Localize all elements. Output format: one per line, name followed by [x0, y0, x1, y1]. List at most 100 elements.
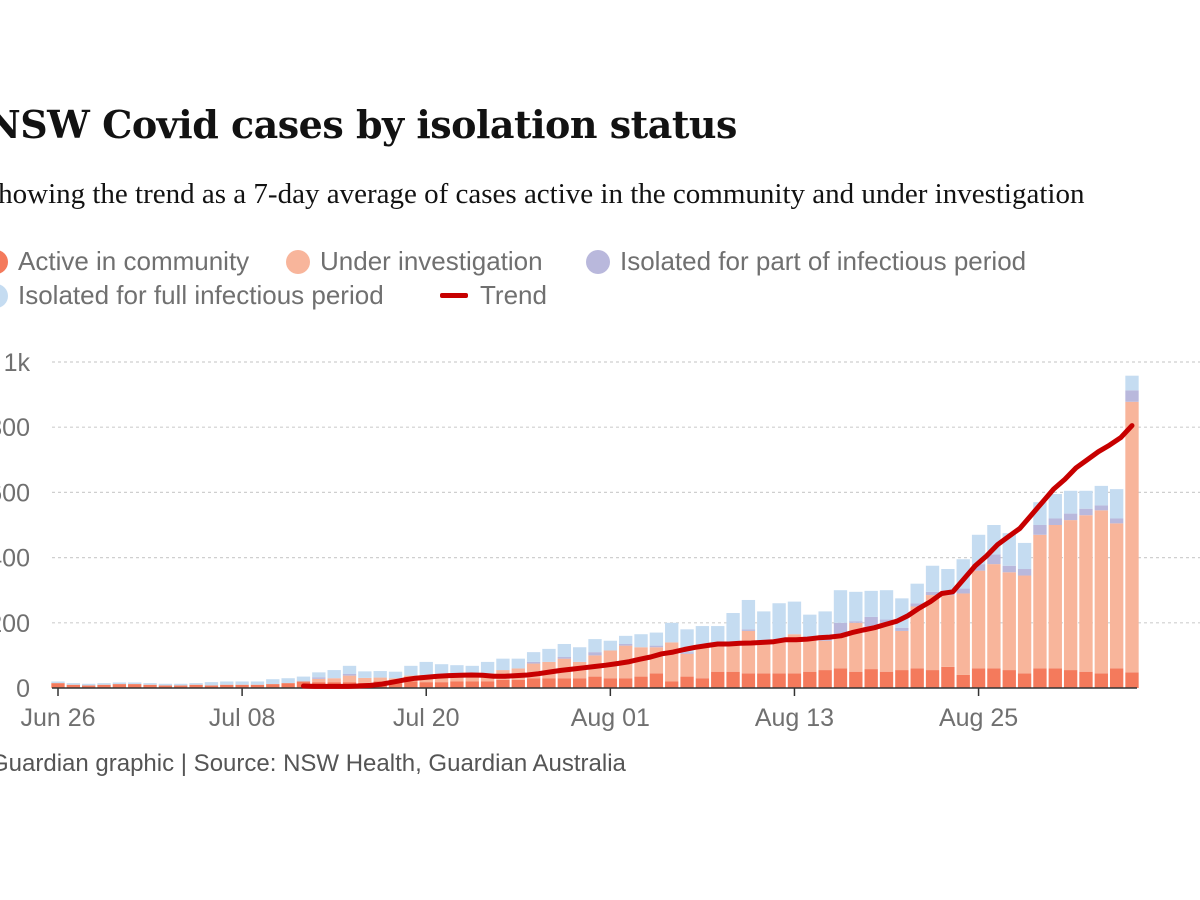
bar-segment — [864, 590, 878, 617]
bar-segment — [588, 639, 602, 653]
legend-swatch-isolated-full — [0, 283, 8, 308]
bar-segment — [849, 591, 863, 622]
bar-segment — [358, 671, 372, 678]
bar-segment — [66, 683, 81, 685]
bar-segment — [419, 682, 433, 688]
bar-segment — [235, 681, 249, 685]
chart-title: NSW Covid cases by isolation status — [0, 102, 737, 147]
bar-segment — [1002, 670, 1016, 688]
bar-segment — [741, 629, 756, 631]
bar-segment — [312, 677, 326, 679]
bar-segment — [588, 676, 602, 688]
bar-segment — [496, 679, 510, 688]
bar-segment — [465, 665, 479, 676]
bar-segment — [97, 684, 111, 688]
bar-segment — [726, 613, 740, 646]
bar-segment — [1125, 672, 1139, 688]
bar-segment — [634, 647, 648, 677]
bar-segment — [97, 683, 111, 685]
bar-segment — [342, 675, 357, 683]
bar-segment — [1033, 525, 1047, 535]
bar-segment — [895, 670, 909, 688]
bar-segment — [1063, 490, 1078, 514]
legend-swatch-active-in-community — [0, 249, 8, 274]
legend-item-under-investigation: Under investigation — [286, 246, 543, 277]
bar-segment — [956, 588, 970, 594]
bar-segment — [971, 564, 986, 571]
bar-segment — [879, 671, 894, 688]
bar-segment — [649, 645, 664, 648]
bar-segment — [557, 678, 571, 688]
bar-segment — [1017, 569, 1032, 576]
bar-segment — [1079, 508, 1093, 516]
bar-segment — [480, 681, 495, 688]
bar-segment — [864, 626, 878, 670]
bar-segment — [741, 599, 756, 630]
bar-segment — [619, 635, 633, 644]
bar-segment — [450, 681, 464, 688]
bar-segment — [112, 682, 127, 685]
bar-segment — [526, 661, 541, 664]
bar-segment — [1109, 668, 1124, 688]
bar-segment — [526, 678, 541, 688]
bar-segment — [1109, 523, 1124, 669]
bar-segment — [82, 683, 96, 686]
bar-segment — [1033, 534, 1047, 669]
bar-segment — [833, 635, 848, 669]
bar-segment — [833, 668, 848, 688]
legend-item-isolated-full: Isolated for full infectious period — [0, 280, 384, 311]
bar-segment — [680, 653, 694, 677]
bar-segment — [342, 665, 357, 674]
bar-segment — [588, 652, 602, 656]
x-tick-label: Aug 13 — [755, 704, 834, 732]
bar-segment — [987, 564, 1001, 669]
bar-segment — [910, 668, 924, 688]
bar-segment — [419, 661, 433, 675]
y-tick-label: 600 — [0, 479, 30, 507]
legend-label-under-investigation: Under investigation — [320, 246, 543, 276]
bar-segment — [296, 676, 311, 682]
bar-segment — [910, 606, 924, 669]
bar-segment — [158, 685, 173, 688]
bar-segment — [711, 626, 725, 643]
bar-segment — [956, 674, 970, 688]
x-tick-label: Jul 08 — [209, 704, 276, 732]
bar-segment — [987, 668, 1001, 688]
bar-segment — [480, 661, 495, 674]
bar-segment — [971, 570, 986, 669]
y-tick-label: 0 — [16, 675, 30, 703]
bar-segment — [1109, 489, 1124, 519]
legend-label-isolated-full: Isolated for full infectious period — [18, 280, 384, 310]
bar-segment — [220, 681, 234, 685]
bar-segment — [128, 684, 142, 688]
bar-segment — [711, 645, 725, 672]
bar-segment — [1079, 490, 1093, 509]
bar-segment — [51, 683, 65, 688]
bar-segment — [1063, 670, 1078, 688]
legend-item-trend: Trend — [440, 280, 547, 311]
legend-label-isolated-part: Isolated for part of infectious period — [620, 246, 1027, 276]
bar-segment — [910, 583, 924, 604]
bar-segment — [557, 657, 571, 659]
chart-area: 0 200 400 600 800 1k Jun 26 Jul 08 Jul 20 Aug 01 A… — [0, 330, 1200, 740]
bar-segment — [1109, 518, 1124, 524]
bar-segment — [526, 652, 541, 662]
bar-segment — [342, 673, 357, 676]
bar-segment — [511, 658, 525, 669]
bar-segment — [327, 678, 341, 683]
bar-segment — [1094, 510, 1108, 674]
bar-segment — [1017, 542, 1032, 570]
bar-segment — [741, 630, 756, 674]
bar-segment — [158, 683, 173, 686]
bar-segment — [143, 684, 157, 688]
x-tick-label: Aug 25 — [939, 704, 1018, 732]
bar-segment — [941, 595, 955, 667]
bar-segment — [772, 673, 786, 688]
legend-item-isolated-part: Isolated for part of infectious period — [586, 246, 1026, 277]
bar-segment — [879, 590, 894, 620]
bar-segment — [572, 678, 587, 688]
bar-segment — [1002, 572, 1016, 671]
bar-segment — [1094, 505, 1108, 511]
bar-segment — [818, 670, 832, 688]
bar-segment — [82, 685, 96, 688]
